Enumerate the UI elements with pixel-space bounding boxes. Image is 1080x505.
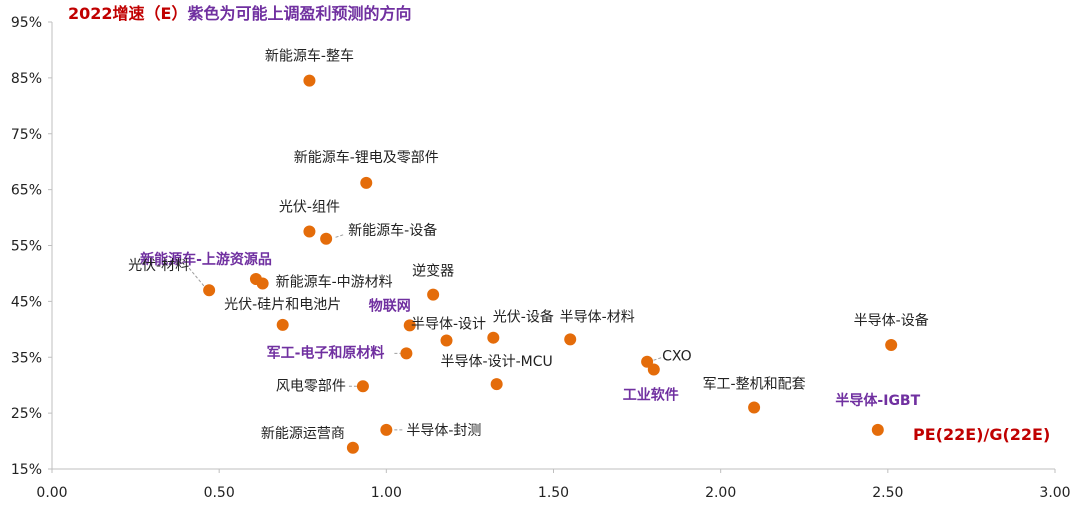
data-point (885, 338, 898, 351)
data-label: 新能源车-整车 (265, 48, 354, 65)
data-label: 光伏-设备 (493, 309, 554, 326)
data-point (356, 380, 369, 393)
data-label: CXO (662, 349, 692, 365)
leader-line (333, 234, 344, 239)
data-point (380, 423, 393, 436)
data-point (641, 355, 654, 368)
data-point (403, 319, 416, 332)
data-label: 光伏-硅片和电池片 (224, 297, 341, 313)
y-tick-label: 35% (11, 350, 42, 366)
chart-title-growth: 2022增速（E） (68, 4, 187, 23)
x-tick-label: 3.00 (1039, 485, 1070, 501)
data-label: 物联网 (369, 297, 411, 314)
x-tick-label: 0.50 (204, 485, 235, 501)
data-point (647, 363, 660, 376)
data-label: 新能源车-上游资源品 (140, 251, 272, 268)
chart-title: 2022增速（E）紫色为可能上调盈利预测的方向 (68, 4, 411, 23)
data-label: 半导体-设备 (854, 312, 929, 329)
data-label: 半导体-设计-MCU (441, 354, 553, 370)
data-label: 光伏-材料 (128, 258, 189, 274)
data-label: 工业软件 (623, 387, 679, 404)
y-tick-label: 15% (11, 462, 42, 478)
x-axis-label: PE(22E)/G(22E) (913, 425, 1050, 444)
x-axis-ticks: 0.00 0.50 1.00 1.50 2.00 2.50 3.00 (36, 469, 1071, 501)
point-labels: 新能源车-整车新能源车-锂电及零部件光伏-组件新能源车-设备新能源车-上游资源品… (128, 48, 929, 442)
x-tick-label: 1.50 (538, 485, 569, 501)
y-tick-label: 65% (11, 183, 42, 199)
data-point (487, 331, 500, 344)
data-point (490, 378, 503, 391)
data-point (346, 441, 359, 454)
y-axis-ticks: 15% 25% 35% 45% 55% 65% 75% 85% 95% (11, 15, 52, 478)
y-tick-label: 55% (11, 239, 42, 255)
data-point (303, 225, 316, 238)
data-label: 军工-电子和原材料 (267, 344, 385, 361)
x-tick-label: 2.00 (705, 485, 736, 501)
data-point (203, 284, 216, 297)
data-label: 新能源车-锂电及零部件 (294, 149, 439, 166)
data-label: 新能源车-设备 (348, 222, 437, 239)
data-point (427, 288, 440, 301)
data-label: 军工-整机和配套 (703, 377, 806, 393)
y-tick-label: 95% (11, 15, 42, 31)
data-point (871, 423, 884, 436)
x-tick-label: 2.50 (872, 485, 903, 501)
data-point (276, 318, 289, 331)
x-tick-label: 1.00 (371, 485, 402, 501)
y-tick-label: 85% (11, 71, 42, 87)
data-label: 新能源车-中游材料 (276, 273, 393, 290)
data-point (440, 334, 453, 347)
data-label: 新能源运营商 (261, 426, 345, 442)
data-label: 半导体-材料 (560, 309, 635, 325)
x-tick-label: 0.00 (36, 485, 67, 501)
data-label: 半导体-设计 (411, 316, 486, 332)
data-point (564, 333, 577, 346)
data-point (303, 74, 316, 87)
chart-title-note: 紫色为可能上调盈利预测的方向 (187, 4, 411, 23)
data-point (360, 176, 373, 189)
data-label: 半导体-IGBT (835, 392, 920, 409)
data-label: 光伏-组件 (279, 200, 340, 216)
leader-line (188, 267, 205, 287)
data-point (256, 277, 269, 290)
data-point (748, 401, 761, 414)
y-tick-label: 75% (11, 127, 42, 143)
y-tick-label: 45% (11, 294, 42, 310)
data-point (320, 232, 333, 245)
data-label: 半导体-封测 (406, 423, 481, 439)
y-tick-label: 25% (11, 406, 42, 422)
data-point (400, 347, 413, 360)
data-label: 逆变器 (412, 264, 454, 280)
data-points (203, 74, 898, 454)
data-label: 风电零部件 (276, 378, 346, 394)
